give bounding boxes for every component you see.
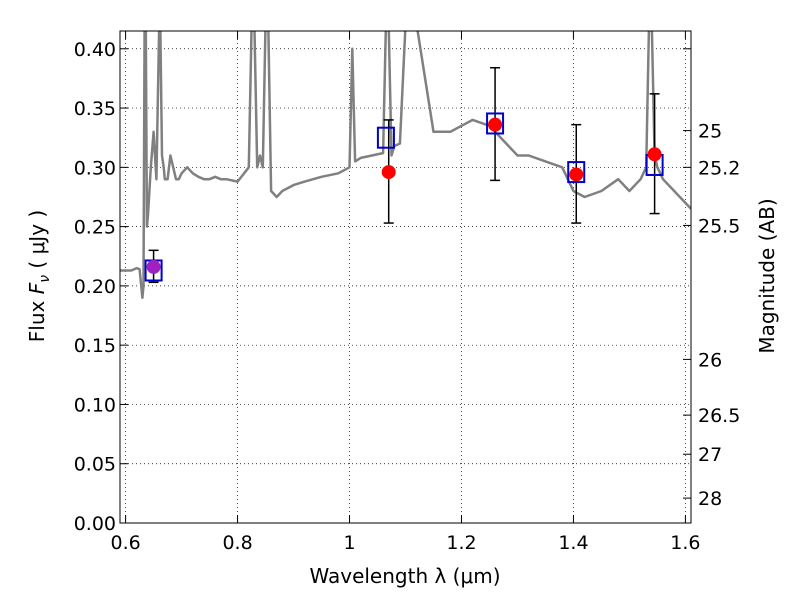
- right-tick-labels: 25 25.2 25.5 26 26.5 27 28: [698, 121, 740, 511]
- x-axis-label: Wavelength λ (μm): [309, 564, 500, 588]
- observed-point-layer: [146, 117, 662, 274]
- spectrum-layer: [120, 31, 691, 299]
- y-tick-labels: 0.00 0.05 0.10 0.15 0.20 0.25 0.30 0.35 0.40: [74, 39, 116, 535]
- x-tick-label: 1: [343, 532, 355, 554]
- y-tick-label: 0.15: [74, 335, 116, 357]
- x-tick-label: 0.6: [110, 532, 140, 554]
- right-axis-label: Magnitude (AB): [755, 198, 779, 353]
- plot-frame: [119, 30, 692, 524]
- spectrum-line: [120, 31, 691, 299]
- model-photometry-box: [486, 112, 505, 135]
- y-tick-label: 0.05: [74, 454, 116, 476]
- right-tick-label: 26: [698, 349, 722, 371]
- right-tick-label: 26.5: [698, 405, 740, 427]
- observed-photometry-point: [381, 165, 396, 180]
- right-tick-label: 28: [698, 488, 722, 510]
- observed-photometry-point: [488, 117, 503, 132]
- x-tick-label: 1.6: [670, 532, 700, 554]
- y-tick-label: 0.30: [74, 157, 116, 179]
- right-tick-label: 25.2: [698, 157, 740, 179]
- y-axis-label: Flux Fν ( μJy ): [25, 210, 53, 342]
- model-photometry-box: [376, 126, 395, 149]
- y-tick-label: 0.10: [74, 394, 116, 416]
- x-tick-labels: 0.6 0.8 1 1.2 1.4 1.6: [110, 532, 700, 554]
- axis-ticks: [120, 31, 691, 524]
- y-tick-label: 0.40: [74, 39, 116, 61]
- model-photometry-box: [567, 161, 586, 184]
- y-tick-label: 0.35: [74, 98, 116, 120]
- observed-photometry-point: [647, 147, 662, 162]
- x-tick-label: 1.2: [446, 532, 476, 554]
- observed-photometry-point: [146, 259, 161, 274]
- y-tick-label: 0.20: [74, 276, 116, 298]
- right-tick-label: 25: [698, 121, 722, 143]
- right-tick-label: 25.5: [698, 215, 740, 237]
- grid-lines: [120, 31, 691, 524]
- x-tick-label: 1.4: [558, 532, 588, 554]
- observed-photometry-point: [569, 167, 584, 182]
- x-tick-label: 0.8: [222, 532, 252, 554]
- right-tick-label: 27: [698, 444, 722, 466]
- y-tick-label: 0.25: [74, 217, 116, 239]
- y-tick-label: 0.00: [74, 513, 116, 535]
